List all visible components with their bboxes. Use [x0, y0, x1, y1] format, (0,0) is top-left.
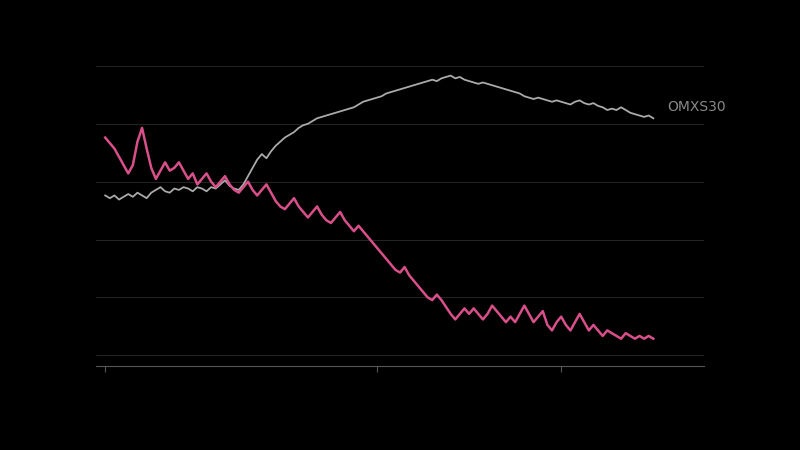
Text: OMXS30: OMXS30	[667, 100, 726, 114]
